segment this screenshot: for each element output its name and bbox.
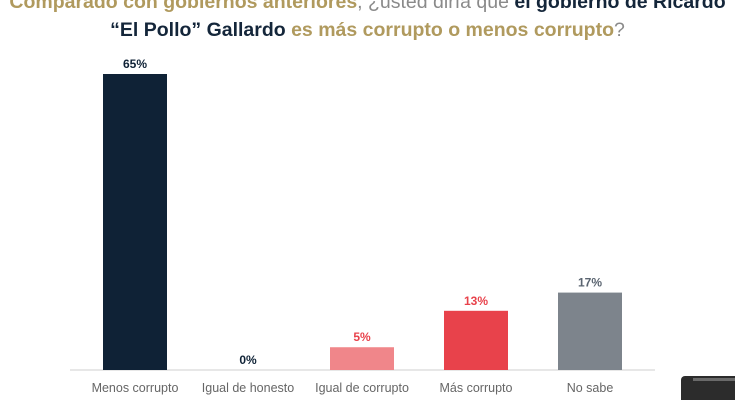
title-part-4: “El Pollo” Gallardo <box>110 19 286 41</box>
corner-overlay-line <box>693 378 735 381</box>
value-label-3: 13% <box>464 294 488 308</box>
title-part-3: el gobierno de Ricardo <box>514 0 726 13</box>
title-part-2: , ¿usted diría que <box>357 0 515 13</box>
category-label-1: Igual de honesto <box>202 381 294 395</box>
value-label-2: 5% <box>353 330 371 344</box>
category-label-3: Más corrupto <box>440 381 513 395</box>
category-label-0: Menos corrupto <box>92 381 179 395</box>
bar-4 <box>558 292 622 370</box>
value-label-1: 0% <box>239 353 257 367</box>
title-part-1: Comparado con gobiernos anteriores <box>9 0 358 13</box>
title-part-5: es más corrupto o menos corrupto <box>285 19 614 41</box>
bar-3 <box>444 310 508 370</box>
value-label-0: 65% <box>123 57 147 71</box>
title-part-6: ? <box>613 19 625 41</box>
chart-title: Comparado con gobiernos anteriores, ¿ust… <box>0 0 735 44</box>
bar-2 <box>330 347 394 370</box>
value-label-4: 17% <box>578 276 602 290</box>
category-label-2: Igual de corrupto <box>315 381 409 395</box>
category-label-4: No sabe <box>567 381 614 395</box>
bar-0 <box>103 74 167 370</box>
